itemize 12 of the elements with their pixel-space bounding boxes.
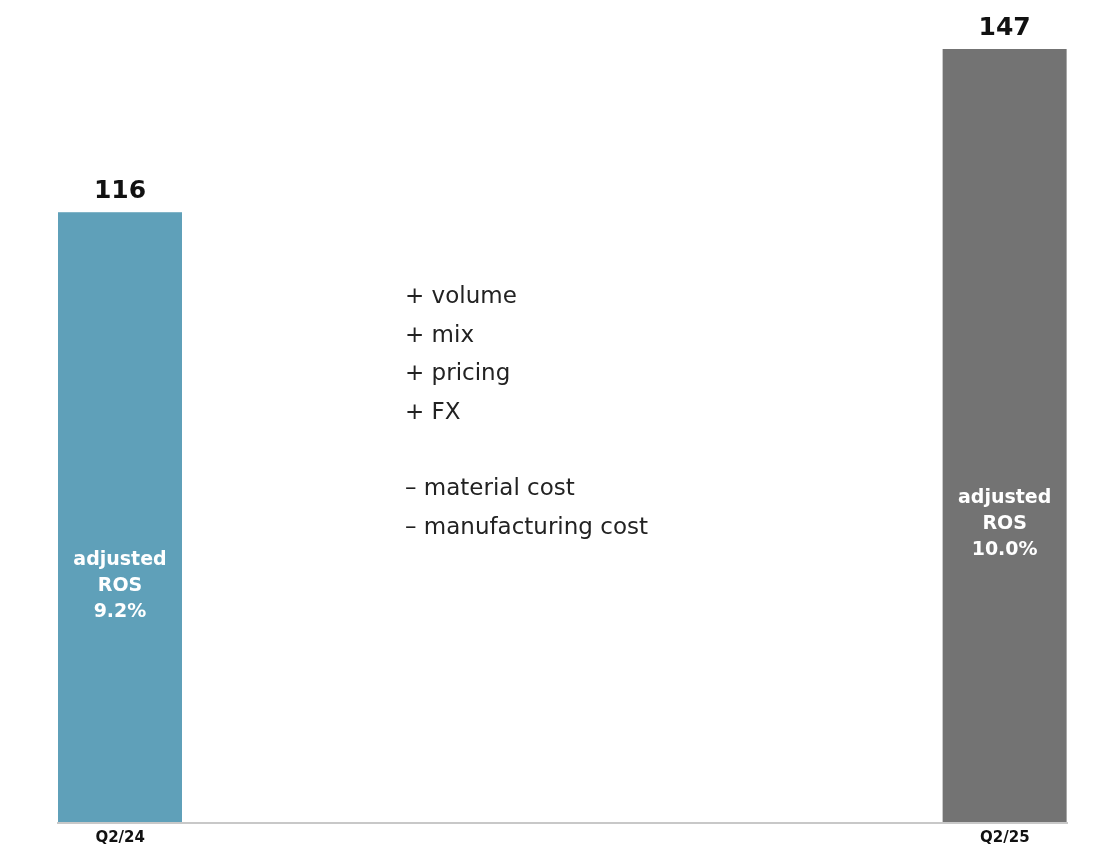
- annotation: adjusted ROS 10.0%: [957, 484, 1052, 559]
- annotation: – manufacturing cost: [405, 511, 648, 541]
- x-tick-label: Q2/24: [95, 827, 145, 846]
- x-tick-label: Q2/25: [980, 827, 1030, 846]
- annotation: – material cost: [405, 473, 576, 502]
- data-label: 147: [978, 12, 1031, 41]
- annotation: + pricing: [405, 358, 512, 387]
- annotation: + mix: [405, 319, 475, 349]
- annotation: + volume: [405, 281, 518, 310]
- annotation: adjusted ROS 9.2%: [73, 546, 167, 621]
- data-label: 116: [93, 175, 147, 205]
- annotation: + FX: [405, 396, 462, 426]
